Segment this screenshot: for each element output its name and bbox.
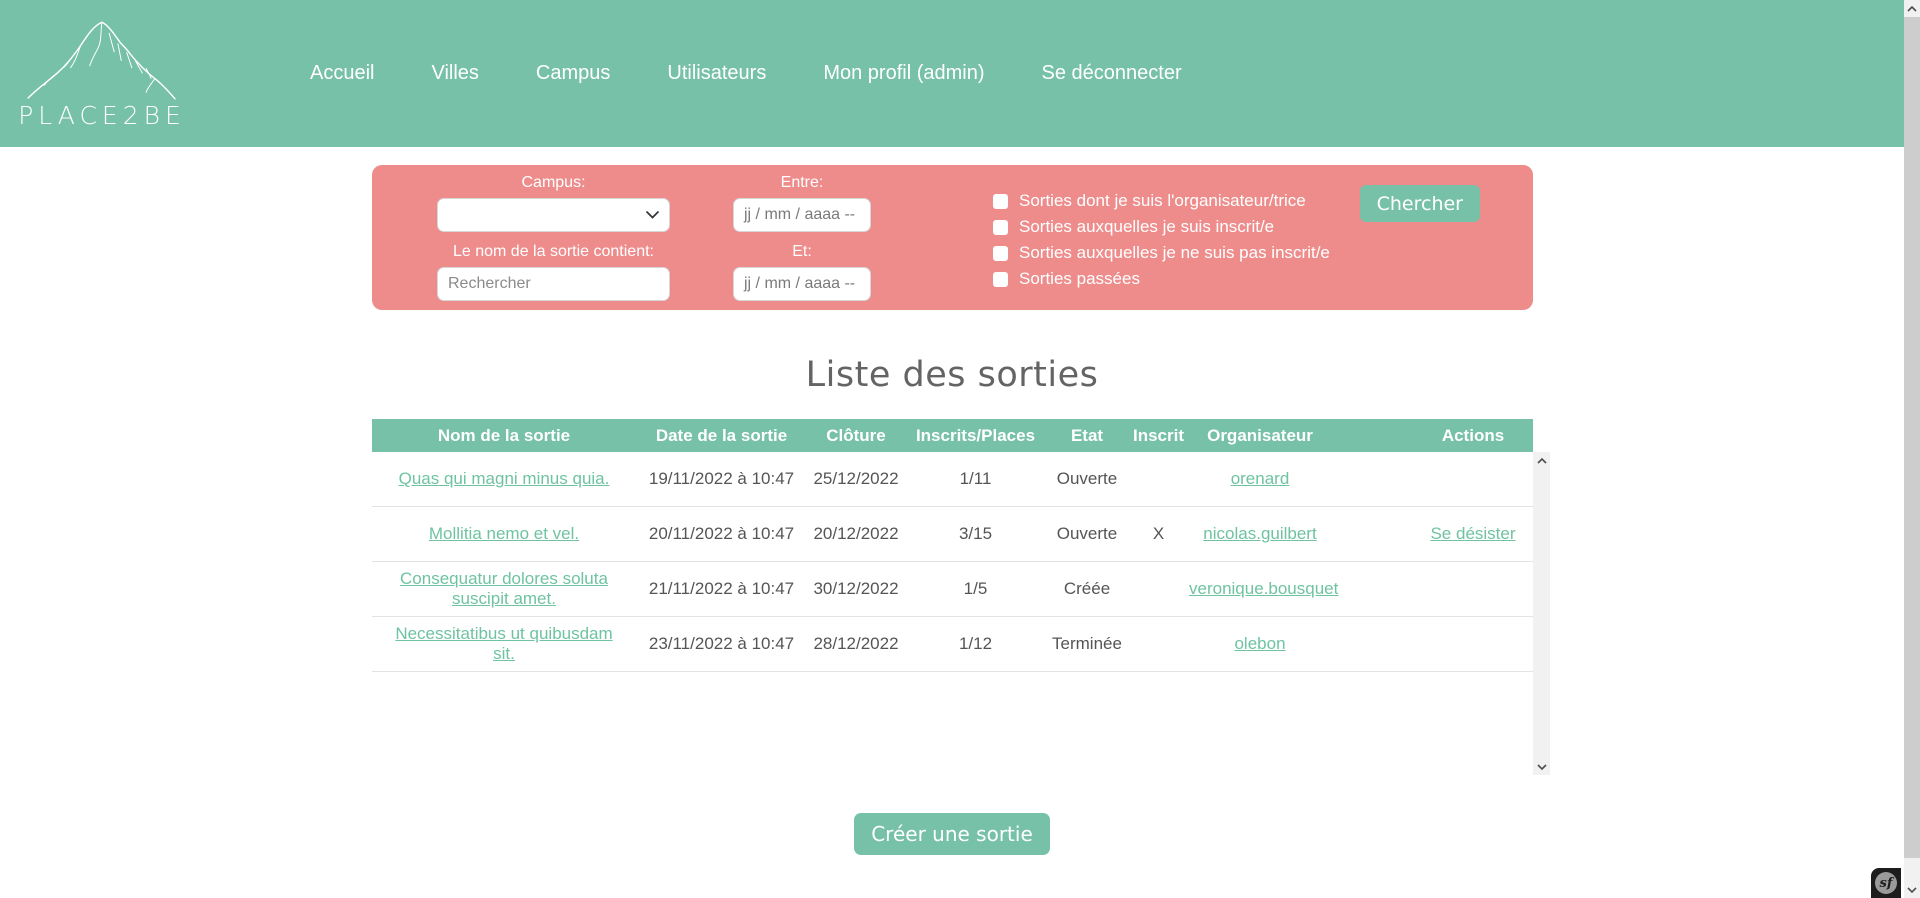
chevron-down-icon — [646, 211, 659, 219]
symfony-icon: sf — [1875, 872, 1897, 894]
mountain-logo-icon — [22, 17, 182, 105]
checkbox-icon[interactable] — [993, 193, 1008, 209]
main-nav: Accueil Villes Campus Utilisateurs Mon p… — [310, 62, 1182, 85]
campus-select[interactable] — [437, 198, 670, 232]
nav-campus[interactable]: Campus — [535, 62, 611, 84]
outing-seats: 1/11 — [959, 469, 992, 489]
create-outing-button[interactable]: Créer une sortie — [854, 813, 1050, 856]
nav-mon-profil[interactable]: Mon profil (admin) — [823, 62, 985, 84]
outing-closure: 28/12/2022 — [813, 634, 899, 654]
col-header-state: Etat — [1070, 425, 1104, 445]
organizer-link[interactable]: veronique.bousquet — [1189, 579, 1339, 599]
table-row: Consequatur dolores soluta suscipit amet… — [372, 562, 1533, 618]
page-scrollbar[interactable] — [1904, 0, 1920, 898]
top-navigation-bar: PLACE2BE Accueil Villes Campus Utilisate… — [0, 0, 1904, 147]
outing-name-link[interactable]: Mollitia nemo et vel. — [428, 524, 580, 544]
checkbox-registered-outings[interactable]: Sorties auxquelles je suis inscrit/e — [993, 214, 1330, 240]
table-row: Necessitatibus ut quibusdam sit. 23/11/2… — [372, 617, 1533, 673]
checkbox-icon[interactable] — [993, 271, 1008, 287]
outing-date: 19/11/2022 à 10:47 — [648, 469, 795, 489]
name-search-input[interactable] — [437, 267, 670, 301]
page: PLACE2BE Accueil Villes Campus Utilisate… — [0, 0, 1904, 856]
col-header-seats: Inscrits/Places — [915, 425, 1036, 445]
between-label: Entre: — [780, 174, 824, 191]
outings-table: Nom de la sortie Date de la sortie Clôtu… — [372, 419, 1550, 776]
filter-checkbox-group: Sorties dont je suis l'organisateur/tric… — [993, 188, 1330, 310]
search-button[interactable]: Chercher — [1359, 185, 1480, 222]
checkbox-past-outings[interactable]: Sorties passées — [993, 266, 1330, 292]
scroll-up-icon[interactable] — [1533, 452, 1550, 469]
outing-seats: 3/15 — [958, 524, 993, 544]
table-header-row: Nom de la sortie Date de la sortie Clôtu… — [372, 419, 1533, 453]
checkbox-icon[interactable] — [993, 219, 1008, 235]
checkbox-label: Sorties passées — [1019, 269, 1140, 288]
brand-name: PLACE2BE — [18, 101, 186, 130]
checkbox-label: Sorties dont je suis l'organisateur/tric… — [1019, 191, 1306, 210]
table-row: Mollitia nemo et vel. 20/11/2022 à 10:47… — [372, 507, 1533, 563]
search-filter-panel: Campus: Le nom de la sortie contient: En… — [372, 165, 1533, 310]
outing-seats: 1/12 — [958, 634, 993, 654]
outing-registered-flag: X — [1152, 524, 1165, 544]
outing-seats: 1/5 — [963, 579, 988, 599]
page-title: Liste des sorties — [805, 355, 1099, 395]
outing-name-link[interactable]: Quas qui magni minus quia. — [398, 469, 610, 489]
organizer-link[interactable]: orenard — [1230, 469, 1290, 489]
outing-state: Ouverte — [1056, 469, 1118, 489]
col-header-actions: Actions — [1441, 425, 1505, 445]
date-to-input[interactable]: jj / mm / aaaa -- — [733, 267, 871, 301]
table-body: Quas qui magni minus quia. 19/11/2022 à … — [372, 452, 1550, 776]
nav-se-deconnecter[interactable]: Se déconnecter — [1041, 62, 1182, 84]
outing-state: Terminée — [1052, 634, 1122, 654]
col-header-name: Nom de la sortie — [437, 425, 571, 445]
organizer-link[interactable]: nicolas.guilbert — [1203, 524, 1317, 544]
col-header-date: Date de la sortie — [655, 425, 788, 445]
symfony-debug-toolbar-button[interactable]: sf — [1871, 868, 1901, 898]
outing-closure: 25/12/2022 — [813, 469, 899, 489]
nav-accueil[interactable]: Accueil — [310, 62, 375, 84]
brand-logo[interactable]: PLACE2BE — [14, 17, 190, 130]
outing-date: 23/11/2022 à 10:47 — [648, 634, 795, 654]
table-scrollbar[interactable] — [1533, 452, 1550, 776]
name-contains-label: Le nom de la sortie contient: — [452, 243, 654, 260]
checkbox-icon[interactable] — [993, 245, 1008, 261]
outing-date: 20/11/2022 à 10:47 — [648, 524, 795, 544]
checkbox-not-registered-outings[interactable]: Sorties auxquelles je ne suis pas inscri… — [993, 240, 1330, 266]
col-header-organizer: Organisateur — [1207, 425, 1313, 445]
outing-state: Créée — [1063, 579, 1111, 599]
campus-label: Campus: — [521, 174, 586, 191]
col-header-registered: Inscrit — [1132, 425, 1185, 445]
date-to-placeholder: jj / mm / aaaa -- — [744, 275, 856, 292]
checkbox-organizer-outings[interactable]: Sorties dont je suis l'organisateur/tric… — [993, 188, 1330, 214]
and-label: Et: — [792, 243, 812, 260]
scroll-up-icon[interactable] — [1904, 0, 1920, 17]
outing-name-link[interactable]: Necessitatibus ut quibusdam sit. — [395, 624, 613, 664]
withdraw-link[interactable]: Se désister — [1430, 524, 1516, 544]
scroll-down-icon[interactable] — [1533, 758, 1550, 775]
col-header-closure: Clôture — [826, 425, 886, 445]
scroll-down-icon[interactable] — [1904, 881, 1920, 898]
checkbox-label: Sorties auxquelles je ne suis pas inscri… — [1019, 243, 1330, 262]
date-from-placeholder: jj / mm / aaaa -- — [744, 206, 856, 223]
outing-closure: 30/12/2022 — [813, 579, 899, 599]
date-from-input[interactable]: jj / mm / aaaa -- — [733, 198, 871, 232]
outing-date: 21/11/2022 à 10:47 — [648, 579, 795, 599]
scrollbar-thumb[interactable] — [1904, 17, 1920, 858]
outing-state: Ouverte — [1056, 524, 1118, 544]
outing-name-link[interactable]: Consequatur dolores soluta suscipit amet… — [400, 569, 608, 609]
checkbox-label: Sorties auxquelles je suis inscrit/e — [1019, 217, 1275, 236]
nav-villes[interactable]: Villes — [431, 62, 479, 84]
organizer-link[interactable]: olebon — [1234, 634, 1286, 654]
outing-closure: 20/12/2022 — [813, 524, 899, 544]
table-row: Quas qui magni minus quia. 19/11/2022 à … — [372, 452, 1533, 508]
nav-utilisateurs[interactable]: Utilisateurs — [667, 62, 767, 84]
